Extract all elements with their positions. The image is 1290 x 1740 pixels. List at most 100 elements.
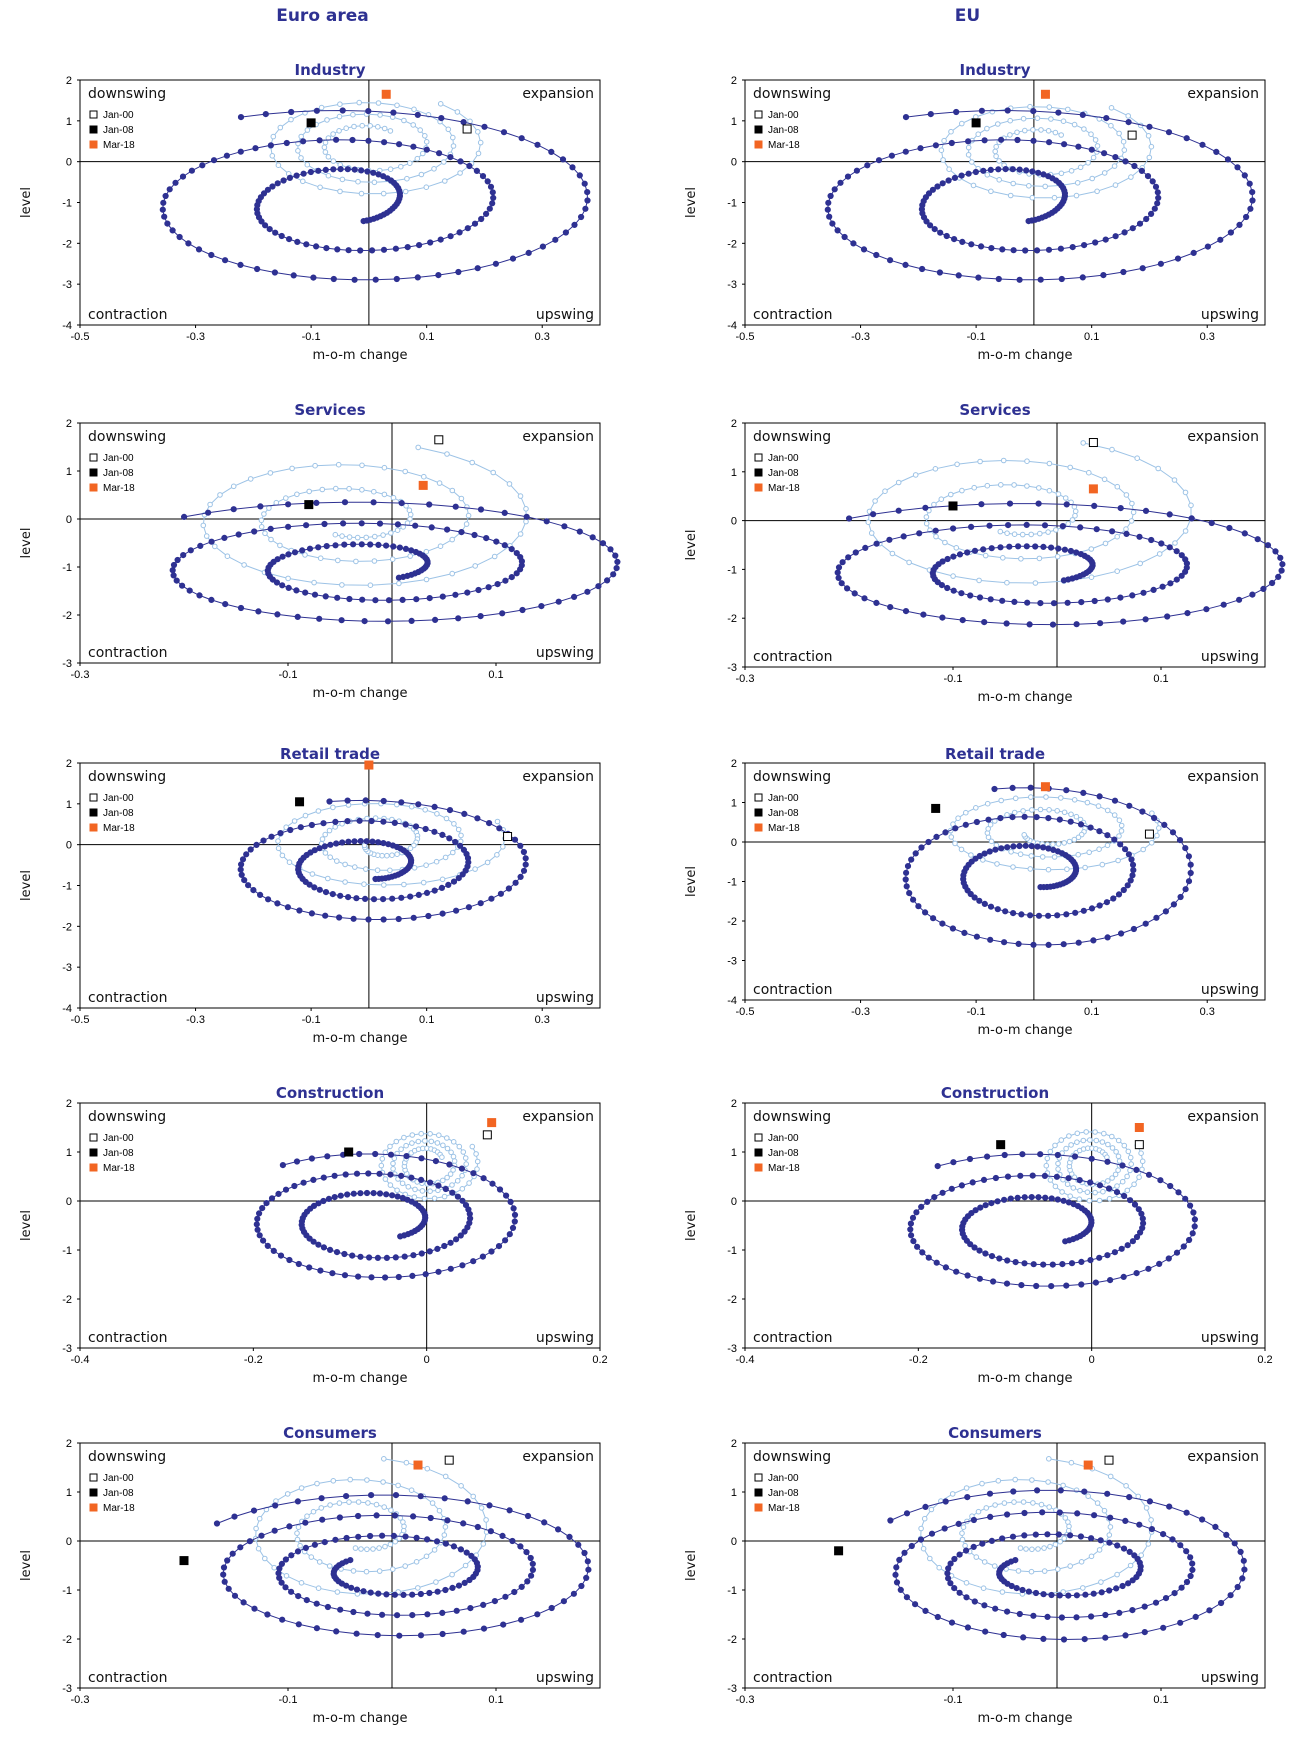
late-series-point xyxy=(1249,197,1256,204)
early-series-point xyxy=(1000,457,1007,464)
late-series-point xyxy=(1142,920,1149,927)
late-series-point xyxy=(253,841,260,849)
legend-label: Mar-18 xyxy=(768,823,800,834)
late-series-point xyxy=(1106,1539,1113,1546)
late-series-point xyxy=(213,1520,221,1527)
late-series-point xyxy=(1117,505,1124,512)
late-series-point xyxy=(280,177,287,184)
early-series-point xyxy=(401,1134,407,1141)
early-series-point xyxy=(407,516,413,522)
late-series-point xyxy=(1136,220,1144,227)
late-series-point xyxy=(282,1556,289,1563)
late-series-point xyxy=(390,109,397,116)
late-series-point xyxy=(1035,1194,1042,1201)
y-tick-label: 1 xyxy=(731,798,737,810)
late-series-point xyxy=(1166,511,1173,518)
late-series-point xyxy=(908,1232,915,1239)
quadrant-label-expansion: expansion xyxy=(1187,86,1259,102)
late-series-point xyxy=(453,907,460,914)
late-series-point xyxy=(368,1274,375,1281)
early-series-point xyxy=(372,533,378,540)
late-series-point xyxy=(1060,941,1067,948)
late-series-point xyxy=(888,152,896,159)
late-series-point xyxy=(903,883,910,890)
late-series-point xyxy=(415,801,422,808)
late-series-point xyxy=(418,1250,425,1257)
late-series-point xyxy=(942,1264,950,1271)
y-tick-label: -3 xyxy=(727,956,737,968)
early-series-point xyxy=(984,800,991,807)
late-series-point xyxy=(431,887,438,894)
y-tick-label: 0 xyxy=(731,1536,737,1548)
late-series-point xyxy=(375,541,382,549)
early-series-point xyxy=(987,821,994,828)
legend-label: Jan-08 xyxy=(103,468,134,479)
late-series-point xyxy=(210,157,218,164)
late-series-point xyxy=(313,499,320,506)
early-series-point xyxy=(958,846,965,853)
early-series-point xyxy=(352,1545,359,1551)
late-series-point xyxy=(1169,829,1177,836)
late-series-point xyxy=(1241,1566,1248,1573)
late-series-point xyxy=(929,186,937,193)
quadrant-label-expansion: expansion xyxy=(522,1109,594,1125)
late-series-point xyxy=(912,850,919,857)
late-series-point xyxy=(980,546,987,553)
early-series-point xyxy=(906,559,912,566)
late-series-point xyxy=(493,538,500,545)
late-series-point xyxy=(416,242,423,249)
late-series-point xyxy=(356,817,363,824)
early-series-point xyxy=(392,1538,399,1545)
late-series-point xyxy=(1183,1509,1190,1516)
early-series-point xyxy=(444,1145,451,1152)
late-series-point xyxy=(951,236,958,243)
late-series-point xyxy=(1077,524,1084,531)
late-series-point xyxy=(903,1594,911,1601)
late-series-point xyxy=(534,1611,541,1618)
early-series-point xyxy=(258,524,265,530)
late-series-point xyxy=(169,567,176,574)
early-series-point xyxy=(415,1585,421,1591)
late-series-point xyxy=(1152,183,1160,190)
early-series-point xyxy=(1011,809,1018,816)
late-series-point xyxy=(1139,808,1146,815)
late-series-point xyxy=(1158,540,1165,547)
late-series-point xyxy=(332,1536,339,1543)
late-series-point xyxy=(464,1498,471,1505)
late-series-point xyxy=(1088,1535,1095,1542)
early-series-point xyxy=(1022,127,1028,134)
late-series-point xyxy=(509,1537,516,1545)
late-series-point xyxy=(162,192,169,200)
early-series-point xyxy=(470,1493,477,1500)
late-series-point xyxy=(470,1258,477,1265)
late-series-point xyxy=(1183,1548,1190,1555)
late-series-point xyxy=(529,1566,537,1574)
late-series-point xyxy=(460,1628,467,1635)
early-series-point xyxy=(381,464,388,471)
late-series-point xyxy=(1063,787,1070,794)
y-tick-label: -3 xyxy=(727,279,737,291)
early-series-point xyxy=(261,511,267,517)
early-series-point xyxy=(1064,1181,1071,1187)
late-series-point xyxy=(1167,1182,1174,1190)
late-series-point xyxy=(837,179,844,186)
x-tick-label: 0.1 xyxy=(1084,331,1099,343)
early-series-point xyxy=(1112,182,1119,188)
late-series-point xyxy=(313,243,320,250)
late-series-point xyxy=(1148,210,1155,217)
legend-label: Jan-00 xyxy=(103,793,134,804)
late-series-point xyxy=(439,1630,446,1638)
late-series-point xyxy=(313,1625,320,1632)
x-tick-label: 0.1 xyxy=(419,331,434,343)
legend-swatch xyxy=(754,468,763,477)
early-series-point xyxy=(950,573,956,579)
late-series-point xyxy=(426,1589,433,1597)
late-series-point xyxy=(497,890,504,897)
early-series-point xyxy=(1087,1137,1093,1143)
quadrant-label-downswing: downswing xyxy=(753,86,831,102)
late-series-point xyxy=(604,577,611,584)
early-series-point xyxy=(494,852,500,858)
quadrant-label-downswing: downswing xyxy=(88,1449,166,1465)
